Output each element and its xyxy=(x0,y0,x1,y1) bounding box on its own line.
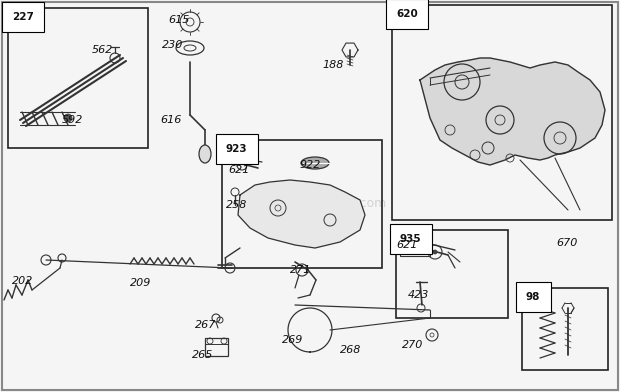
Text: 616: 616 xyxy=(160,115,182,125)
Bar xyxy=(222,140,382,268)
Bar xyxy=(392,5,612,220)
Text: 265: 265 xyxy=(192,350,213,360)
Ellipse shape xyxy=(199,145,211,163)
Text: 267: 267 xyxy=(195,320,216,330)
Text: 188: 188 xyxy=(322,60,343,70)
Text: 592: 592 xyxy=(62,115,83,125)
Text: 270: 270 xyxy=(402,340,423,350)
Text: 615: 615 xyxy=(168,15,189,25)
Polygon shape xyxy=(420,58,605,165)
Ellipse shape xyxy=(301,157,329,169)
Bar xyxy=(8,8,148,148)
Text: 258: 258 xyxy=(226,200,247,210)
Circle shape xyxy=(433,250,437,254)
Text: 922: 922 xyxy=(300,160,321,170)
Text: 621: 621 xyxy=(396,240,417,250)
Text: 935: 935 xyxy=(400,234,422,244)
Text: 271: 271 xyxy=(290,265,311,275)
Bar xyxy=(396,230,508,318)
Text: 268: 268 xyxy=(340,345,361,355)
Text: 423: 423 xyxy=(408,290,430,300)
Text: 209: 209 xyxy=(130,278,151,288)
Text: 202: 202 xyxy=(12,276,33,286)
Bar xyxy=(522,288,608,370)
Text: eReplacementParts.com: eReplacementParts.com xyxy=(234,197,386,211)
Text: 621: 621 xyxy=(228,165,249,175)
Text: 98: 98 xyxy=(526,292,541,302)
Bar xyxy=(205,338,228,356)
Text: 269: 269 xyxy=(282,335,303,345)
Bar xyxy=(400,242,430,256)
Text: 923: 923 xyxy=(226,144,247,154)
Text: 562: 562 xyxy=(92,45,113,55)
Text: 670: 670 xyxy=(556,238,577,248)
Polygon shape xyxy=(238,180,365,248)
Circle shape xyxy=(64,114,72,122)
Text: 227: 227 xyxy=(12,12,34,22)
Text: 620: 620 xyxy=(396,9,418,19)
Text: 230: 230 xyxy=(162,40,184,50)
